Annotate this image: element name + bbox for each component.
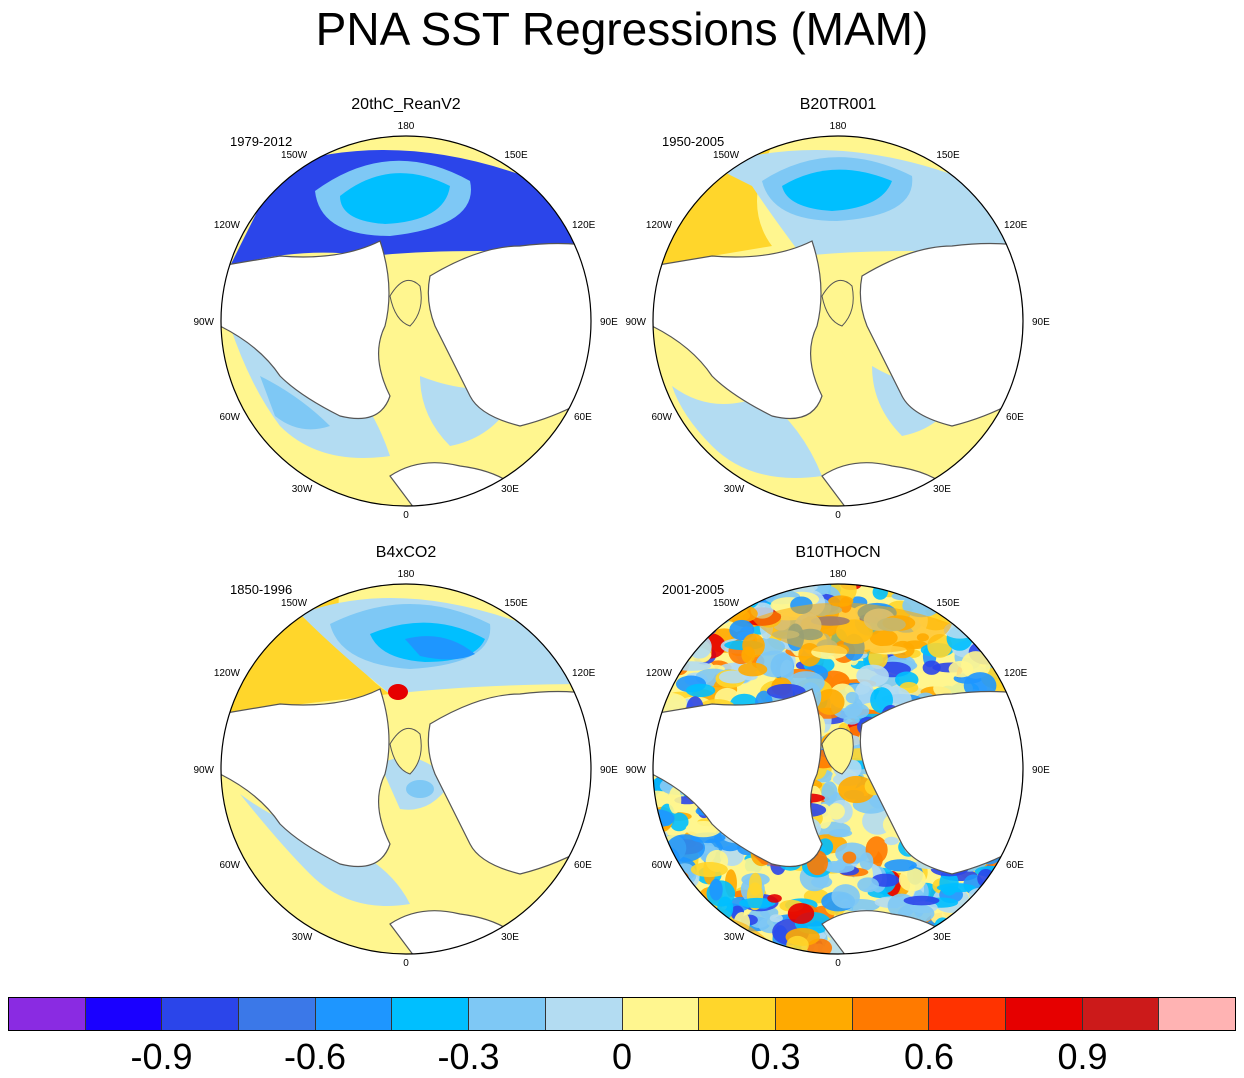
longitude-label: 150E <box>936 598 960 609</box>
sst-field <box>221 136 591 506</box>
colorbar-cell-10 <box>775 998 853 1030</box>
colorbar-cell-9 <box>699 998 776 1030</box>
colorbar-label: 0.3 <box>750 1036 801 1077</box>
longitude-label: 150W <box>713 150 740 161</box>
colorbar-cell-12 <box>929 998 1006 1030</box>
panel-title: 20thC_ReanV2 <box>351 96 461 113</box>
longitude-label: 150E <box>936 150 960 161</box>
polar-map: 180 150E 120E 90E 60E 30E 0 30W 60W 90W 120W 150W <box>193 121 618 521</box>
colorbar-cell-5 <box>392 998 470 1030</box>
colorbar-label: 0.6 <box>903 1036 955 1077</box>
longitude-label: 150E <box>504 598 528 609</box>
longitude-label: 60E <box>1006 860 1024 871</box>
longitude-label: 150W <box>713 598 740 609</box>
longitude-label: 90E <box>600 765 618 776</box>
longitude-label: 120W <box>214 220 241 231</box>
colorbar-label: 0 <box>611 1036 633 1077</box>
longitude-label: 30E <box>501 932 519 943</box>
map-boundary <box>220 135 592 507</box>
colorbar-label: -0.3 <box>437 1036 500 1077</box>
longitude-label: 180 <box>830 569 847 580</box>
longitude-label: 120E <box>572 668 596 679</box>
longitude-label: 180 <box>398 569 415 580</box>
polar-map: 180 150E 120E 90E 60E 30E 0 30W 60W 90W 120W 150W <box>625 569 1050 969</box>
colorbar <box>8 997 1236 1031</box>
colorbar-cell-13 <box>1005 998 1083 1030</box>
longitude-label: 60E <box>574 860 592 871</box>
longitude-label: 30E <box>933 484 951 495</box>
longitude-label: 120W <box>214 668 241 679</box>
longitude-label: 60E <box>1006 412 1024 423</box>
longitude-label: 150W <box>281 150 308 161</box>
sst-field <box>653 136 1023 506</box>
colorbar-cell-11 <box>852 998 930 1030</box>
map-boundary <box>220 583 592 955</box>
colorbar-cell-7 <box>545 998 623 1030</box>
colorbar-cell-1 <box>85 998 163 1030</box>
longitude-label: 120E <box>572 220 596 231</box>
colorbar-cell-15 <box>1159 998 1235 1030</box>
longitude-label: 30E <box>933 932 951 943</box>
longitude-label: 0 <box>835 958 841 969</box>
colorbar-cell-0 <box>9 998 86 1030</box>
colorbar-label: 0.9 <box>1057 1036 1108 1077</box>
colorbar-cell-3 <box>239 998 316 1030</box>
panel-title: B4xCO2 <box>375 544 437 561</box>
map-panel-b20tr001: B20TR001 1950-2005 180 150E 120E 90E 60E 30E 0… <box>625 96 1092 526</box>
panel-period: 2001-2005 <box>662 582 725 597</box>
longitude-label: 180 <box>398 121 415 132</box>
longitude-label: 60W <box>651 412 672 423</box>
longitude-label: 90E <box>1032 765 1050 776</box>
map-panel-b4xco2: B4xCO2 1850-1996 180 150E 120E 90E 60E 30E 0 30… <box>193 544 660 974</box>
longitude-label: 0 <box>403 510 409 521</box>
longitude-label: 30W <box>724 484 745 495</box>
colorbar-cell-2 <box>162 998 240 1030</box>
longitude-label: 0 <box>835 510 841 521</box>
longitude-label: 60E <box>574 412 592 423</box>
colorbar-cell-4 <box>315 998 393 1030</box>
longitude-label: 120E <box>1004 668 1028 679</box>
colorbar-cell-8 <box>622 998 700 1030</box>
panel-period: 1850-1996 <box>230 582 293 597</box>
colorbar-label: -0.6 <box>283 1036 347 1077</box>
longitude-label: 30W <box>292 932 313 943</box>
longitude-label: 150W <box>281 598 308 609</box>
longitude-label: 90E <box>1032 317 1050 328</box>
sst-field <box>653 584 1023 954</box>
colorbar-cell-6 <box>469 998 546 1030</box>
longitude-label: 60W <box>219 860 240 871</box>
panel-period: 1950-2005 <box>662 134 725 149</box>
panel-title: B10THOCN <box>795 544 881 561</box>
map-panel-20thc-reanv2: 20thC_ReanV2 1979-2012 180 150E 120E 90E 60E… <box>193 96 660 526</box>
longitude-label: 60W <box>651 860 672 871</box>
longitude-label: 30E <box>501 484 519 495</box>
polar-map: 180 150E 120E 90E 60E 30E 0 30W 60W 90W 120W 150W <box>625 121 1050 521</box>
longitude-label: 90W <box>625 765 646 776</box>
longitude-label: 30W <box>292 484 313 495</box>
panel-period: 1979-2012 <box>230 134 293 149</box>
longitude-label: 90W <box>193 765 214 776</box>
map-boundary <box>652 583 1024 955</box>
longitude-label: 120W <box>646 668 673 679</box>
longitude-label: 150E <box>504 150 528 161</box>
map-boundary <box>652 135 1024 507</box>
longitude-label: 30W <box>724 932 745 943</box>
main-title: PNA SST Regressions (MAM) <box>315 3 929 55</box>
longitude-label: 180 <box>830 121 847 132</box>
longitude-label: 90W <box>193 317 214 328</box>
polar-map: 180 150E 120E 90E 60E 30E 0 30W 60W 90W 120W 150W <box>193 569 618 969</box>
sst-field <box>221 584 591 954</box>
map-panel-b10thocn: B10THOCN 2001-2005 180 150E 120E 90E 60E 30E 0… <box>625 544 1092 974</box>
panel-title: B20TR001 <box>799 96 877 113</box>
colorbar-cell-14 <box>1082 998 1160 1030</box>
longitude-label: 120E <box>1004 220 1028 231</box>
colorbar-label: -0.9 <box>130 1036 193 1077</box>
longitude-label: 90E <box>600 317 618 328</box>
longitude-label: 120W <box>646 220 673 231</box>
longitude-label: 0 <box>403 958 409 969</box>
longitude-label: 90W <box>625 317 646 328</box>
longitude-label: 60W <box>219 412 240 423</box>
